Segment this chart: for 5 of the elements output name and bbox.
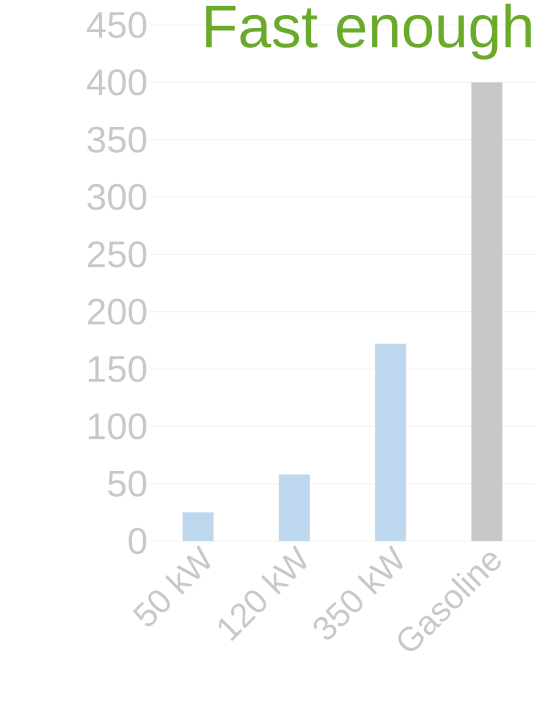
bar — [471, 82, 502, 541]
bar — [182, 512, 214, 541]
chart-title: Fast enough — [206, 4, 531, 60]
bar — [278, 474, 310, 541]
bar — [375, 344, 406, 541]
